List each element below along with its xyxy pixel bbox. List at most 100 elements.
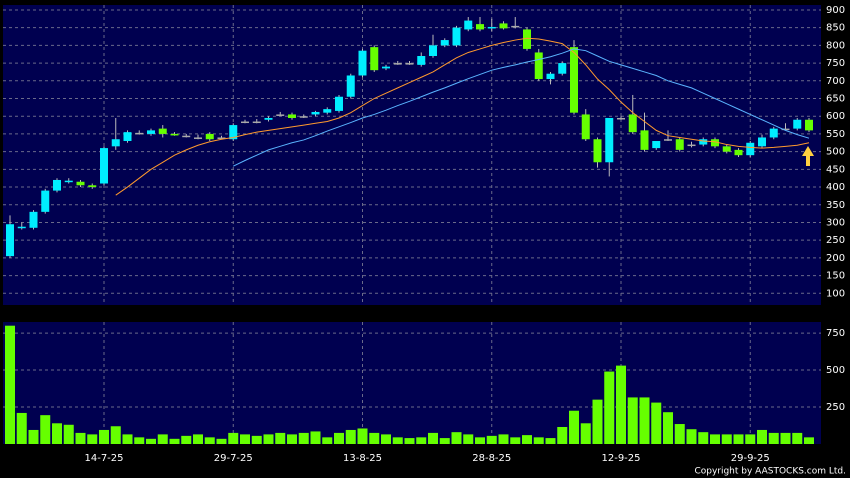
candle-body [628, 114, 637, 133]
y-tick-label: 700 [826, 76, 845, 87]
candle-body [793, 119, 802, 129]
y-tick-label: 850 [826, 23, 845, 34]
y-tick-label: 250 [826, 402, 845, 413]
volume-bar [651, 402, 662, 444]
y-tick-label: 500 [826, 147, 845, 158]
signal-arrow [802, 146, 814, 166]
y-tick-label: 650 [826, 94, 845, 105]
volume-bar [87, 434, 98, 444]
candle-body [805, 119, 813, 131]
candle-body [711, 139, 719, 147]
volume-bar [146, 438, 156, 444]
volume-bar [757, 429, 767, 444]
volume-bar [5, 325, 15, 444]
volume-bar [710, 434, 720, 444]
y-tick-label: 800 [826, 40, 845, 51]
y-tick-label: 450 [826, 164, 845, 175]
candle-body [299, 116, 308, 118]
volume-bar [463, 434, 474, 444]
candle-body [546, 73, 555, 80]
y-tick-label: 350 [826, 200, 845, 211]
volume-bar [522, 435, 532, 444]
volume-bar [804, 437, 814, 444]
copyright: Copyright by AASTOCKS.com Ltd. [694, 467, 846, 477]
x-tick-label: 29-9-25 [731, 453, 770, 464]
volume-bar [545, 438, 556, 444]
volume-bar [99, 429, 109, 444]
volume-bar [216, 438, 227, 444]
candle-body [652, 141, 661, 149]
candle-body [53, 179, 61, 191]
volume-bar [580, 423, 591, 444]
candle-body [393, 63, 402, 65]
volume-bar [486, 435, 497, 444]
volume-bar [639, 397, 650, 444]
candle-body [76, 181, 85, 186]
candle-body [476, 24, 484, 30]
volume-bar [674, 424, 685, 444]
volume-bar [768, 432, 779, 444]
y-tick-label: 500 [826, 365, 845, 376]
candle-body [6, 224, 14, 257]
y-tick-label: 150 [826, 271, 845, 282]
candle-body [722, 146, 731, 152]
candle-body [182, 135, 191, 138]
candle-body [241, 121, 249, 124]
volume-bar [475, 437, 485, 444]
candle-body [29, 211, 38, 228]
candle-body [734, 149, 743, 156]
candle-body [170, 133, 179, 136]
volume-bar [204, 437, 215, 444]
volume-bar [381, 434, 391, 444]
volume-bar [533, 437, 544, 444]
volume-bar [322, 437, 333, 444]
y-tick-label: 250 [826, 235, 845, 246]
moving-average-line [233, 48, 810, 167]
volume-bar [686, 429, 697, 444]
volume-bar [287, 434, 297, 444]
volume-bar [733, 434, 744, 444]
volume-bar [298, 432, 309, 444]
y-tick-label: 400 [826, 182, 845, 193]
candle-body [100, 148, 108, 184]
candle-body [405, 63, 414, 65]
volume-bar [557, 426, 568, 444]
volume-bar [698, 432, 709, 444]
candle-body [746, 142, 755, 156]
candle-body [593, 139, 602, 163]
candle-body [675, 139, 684, 150]
candle-body [758, 137, 766, 147]
candle-body [41, 190, 50, 212]
x-tick-label: 14-7-25 [84, 453, 123, 464]
candle-body [429, 45, 437, 57]
volume-bar [228, 432, 239, 444]
candle-body [335, 96, 343, 111]
candle-body [511, 25, 520, 28]
volume-bar [193, 434, 203, 444]
volume-bar [52, 423, 62, 444]
candle-body [252, 121, 261, 124]
candle-body [523, 29, 531, 49]
volume-bar [263, 434, 274, 444]
volume-bar [40, 415, 51, 444]
volume-bar [569, 410, 579, 444]
volume-bar [16, 412, 27, 444]
volume-bar [63, 424, 74, 444]
y-tick-label: 200 [826, 253, 845, 264]
candle-body [158, 128, 167, 134]
candle-body [382, 66, 390, 69]
volume-bar [369, 432, 380, 444]
candle-body [205, 133, 214, 140]
candle-body [687, 144, 696, 147]
y-tick-label: 300 [826, 217, 845, 228]
volume-bar [122, 434, 133, 444]
candle-body [111, 139, 120, 147]
y-tick-label: 750 [826, 328, 845, 339]
y-tick-label: 600 [826, 111, 845, 122]
volume-bar [404, 438, 415, 444]
volume-bar [428, 432, 438, 444]
volume-bar [451, 432, 462, 444]
candle-body [699, 139, 708, 145]
x-tick-label: 13-8-25 [343, 453, 382, 464]
